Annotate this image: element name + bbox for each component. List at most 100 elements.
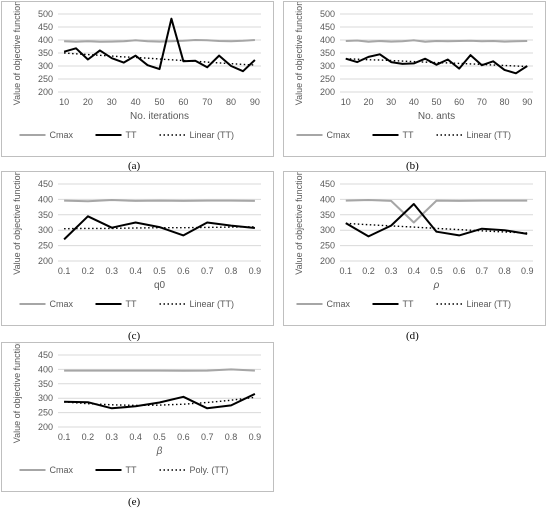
legend-label: Linear (TT) [467,130,512,140]
x-tick-label: 0.4 [129,432,142,442]
y-tick-label: 350 [38,210,53,220]
y-tick-label: 400 [320,194,335,204]
chart-svg-c: 200 250 300 350 400 450 0.1 0.2 0.3 0.4 0.5 0.6 0.7 0… [12,172,262,309]
y-tick-label: 200 [38,422,53,432]
x-tick-label: 80 [226,97,236,107]
x-tick-label: 0.1 [340,266,353,276]
y-tick-label: 250 [38,408,53,418]
y-tick-label: 250 [38,241,53,251]
series-line-cmax [345,199,528,224]
y-tick-label: 400 [320,35,335,45]
y-tick-label: 250 [320,241,335,251]
legend-label: TT [126,465,137,475]
panel-label-e: (e) [128,496,141,508]
y-axis-title: Value of objective function [12,172,22,275]
x-tick-label: 0.2 [82,432,95,442]
x-tick-label: 0.9 [249,432,262,442]
series-line-linear-tt [64,52,255,66]
series-line-cmax [64,199,255,203]
legend-label: Linear (TT) [467,299,512,309]
legend-label: Cmax [50,299,74,309]
panel-label-a: (a) [128,160,141,172]
legend-label: Cmax [50,465,74,475]
y-tick-label: 250 [38,74,53,84]
y-tick-label: 200 [38,87,53,97]
legend-label: Poly. (TT) [190,465,229,475]
y-tick-label: 450 [320,22,335,32]
x-tick-label: 0.2 [362,266,375,276]
y-tick-label: 200 [320,87,335,97]
x-tick-label: 0.3 [106,266,119,276]
y-tick-label: 450 [38,350,53,360]
y-tick-label: 350 [320,48,335,58]
chart-panel-b: 200 250 300 350 400 450 500 10 20 30 40 50 60 70 80 90 V… [283,1,546,157]
legend-label: Linear (TT) [190,130,235,140]
panel-label-b: (b) [406,160,419,172]
legend-label: Cmax [327,130,351,140]
y-tick-label: 300 [38,61,53,71]
x-tick-label: 40 [409,97,419,107]
x-tick-label: 60 [178,97,188,107]
y-tick-label: 500 [38,9,53,19]
x-tick-label: 40 [131,97,141,107]
x-tick-label: 50 [154,97,164,107]
x-tick-label: 0.3 [385,266,398,276]
x-tick-label: 0.9 [249,266,262,276]
y-tick-label: 400 [38,364,53,374]
x-tick-label: 0.1 [58,266,71,276]
x-tick-label: 0.7 [201,266,214,276]
series-line-cmax [345,39,528,43]
y-tick-label: 300 [38,393,53,403]
y-tick-label: 300 [320,225,335,235]
x-tick-label: 0.8 [225,432,238,442]
x-tick-label: 90 [250,97,260,107]
y-tick-label: 300 [320,61,335,71]
x-tick-label: 60 [454,97,464,107]
x-tick-label: 0.7 [476,266,489,276]
y-tick-label: 350 [38,48,53,58]
x-tick-label: 0.1 [58,432,71,442]
y-axis-title: Value of objective function [294,2,304,105]
panel-label-d: (d) [406,330,419,342]
y-axis-title: Value of objective function [12,343,22,443]
x-axis-title: q0 [154,280,166,291]
panel-label-c: (c) [128,330,141,342]
x-tick-label: 20 [83,97,93,107]
x-tick-label: 0.6 [177,432,190,442]
y-axis-title: Value of objective function [294,172,304,275]
y-tick-label: 300 [38,225,53,235]
y-tick-label: 200 [38,256,53,266]
x-tick-label: 0.6 [453,266,466,276]
x-tick-label: 0.7 [201,432,214,442]
legend-label: Cmax [327,299,351,309]
x-tick-label: 0.3 [106,432,119,442]
x-tick-label: 0.8 [498,266,511,276]
x-tick-label: 0.4 [129,266,142,276]
legend-label: TT [126,299,137,309]
y-tick-label: 200 [320,256,335,266]
x-tick-label: 0.5 [153,266,166,276]
x-axis-title: ρ [433,280,440,291]
chart-svg-d: 200 250 300 350 400 450 0.1 0.2 0.3 0.4 0.5 0.6 0.7 0… [294,172,534,309]
x-tick-label: 0.2 [82,266,95,276]
x-tick-label: 50 [431,97,441,107]
chart-svg-b: 200 250 300 350 400 450 500 10 20 30 40 50 60 70 80 90 V… [294,2,533,140]
chart-panel-a: 200 250 300 350 400 450 500 10 20 30 40 50 60 70 80 90 V… [1,1,274,157]
y-tick-label: 350 [320,210,335,220]
y-tick-label: 450 [320,179,335,189]
x-axis-title: β [156,446,163,457]
y-tick-label: 250 [320,74,335,84]
x-tick-label: 0.8 [225,266,238,276]
y-tick-label: 450 [38,179,53,189]
x-tick-label: 0.9 [521,266,534,276]
x-tick-label: 0.5 [153,432,166,442]
y-tick-label: 400 [38,194,53,204]
series-line-tt [345,203,528,238]
legend-label: Linear (TT) [190,299,235,309]
series-line-tt [64,392,256,410]
x-tick-label: 30 [107,97,117,107]
x-tick-label: 70 [477,97,487,107]
series-line-tt [345,53,528,75]
series-line-cmax [64,368,255,372]
y-tick-label: 350 [38,379,53,389]
